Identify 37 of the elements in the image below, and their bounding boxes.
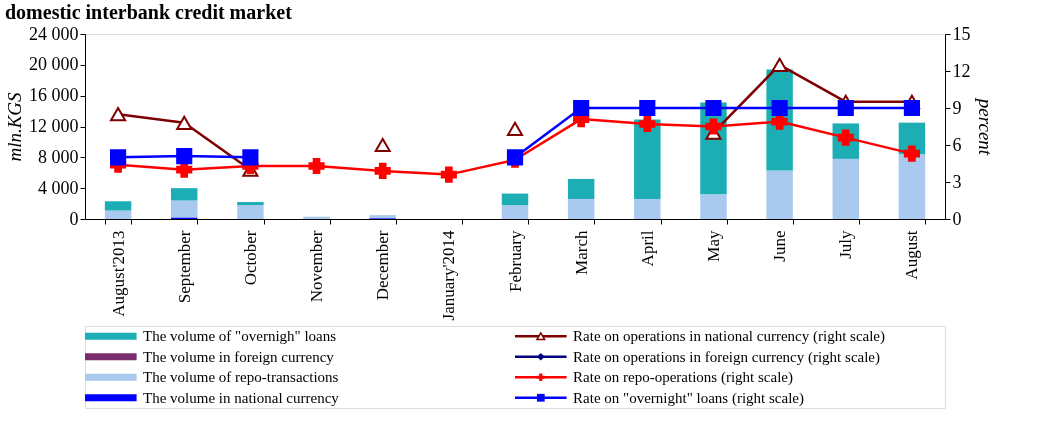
legend-label: Rate on operations in foreign currency (right scale) (573, 348, 881, 366)
x-tick-label: September (174, 230, 194, 304)
x-tick-label: November (307, 230, 327, 303)
y2-tick-label: 15 (952, 23, 971, 44)
y2-axis-title: percent (974, 96, 996, 156)
y2-tick-label: 0 (952, 208, 962, 229)
x-tick-label: March (571, 230, 591, 275)
y-tick-label: 16 000 (29, 85, 79, 106)
legend-label: The volume in national currency (143, 389, 340, 406)
legend-label: Rate on repo-operations (right scale) (573, 369, 793, 387)
x-tick-label: January'2014 (439, 230, 459, 321)
x-tick-label: February (505, 230, 525, 292)
legend-label: The volume in foreign currency (143, 348, 335, 365)
y-axis-title: mln.KGS (4, 91, 25, 162)
y-tick-label: 12 000 (29, 116, 79, 136)
x-tick-label: August (902, 230, 922, 280)
x-tick-label: April (637, 230, 657, 267)
x-tick-label: August'2013 (108, 230, 128, 317)
y2-tick-label: 3 (952, 171, 962, 192)
y2-tick-label: 9 (952, 97, 962, 118)
x-tick-label: June (770, 230, 790, 262)
x-tick-label: October (240, 230, 260, 286)
chart-title: domestic interbank credit market (5, 0, 293, 23)
y2-tick-label: 6 (952, 134, 962, 155)
y-tick-label: 0 (69, 208, 79, 229)
y-tick-label: 4 000 (38, 177, 79, 198)
legend-label: The volume of repo-transactions (143, 369, 339, 386)
legend-label: Rate on "overnight" loans (right scale) (573, 389, 804, 407)
y-tick-label: 8 000 (38, 146, 79, 167)
legend-label: The volume of "overnigh" loans (143, 328, 337, 345)
legend-label: Rate on operations in national currency (right scale) (573, 328, 886, 346)
y-tick-label: 20 000 (29, 54, 79, 75)
x-tick-label: December (373, 230, 393, 301)
y-tick-label: 24 000 (29, 23, 79, 44)
y2-tick-label: 12 (952, 60, 971, 81)
x-tick-label: July (836, 230, 856, 259)
x-tick-label: May (703, 230, 723, 262)
